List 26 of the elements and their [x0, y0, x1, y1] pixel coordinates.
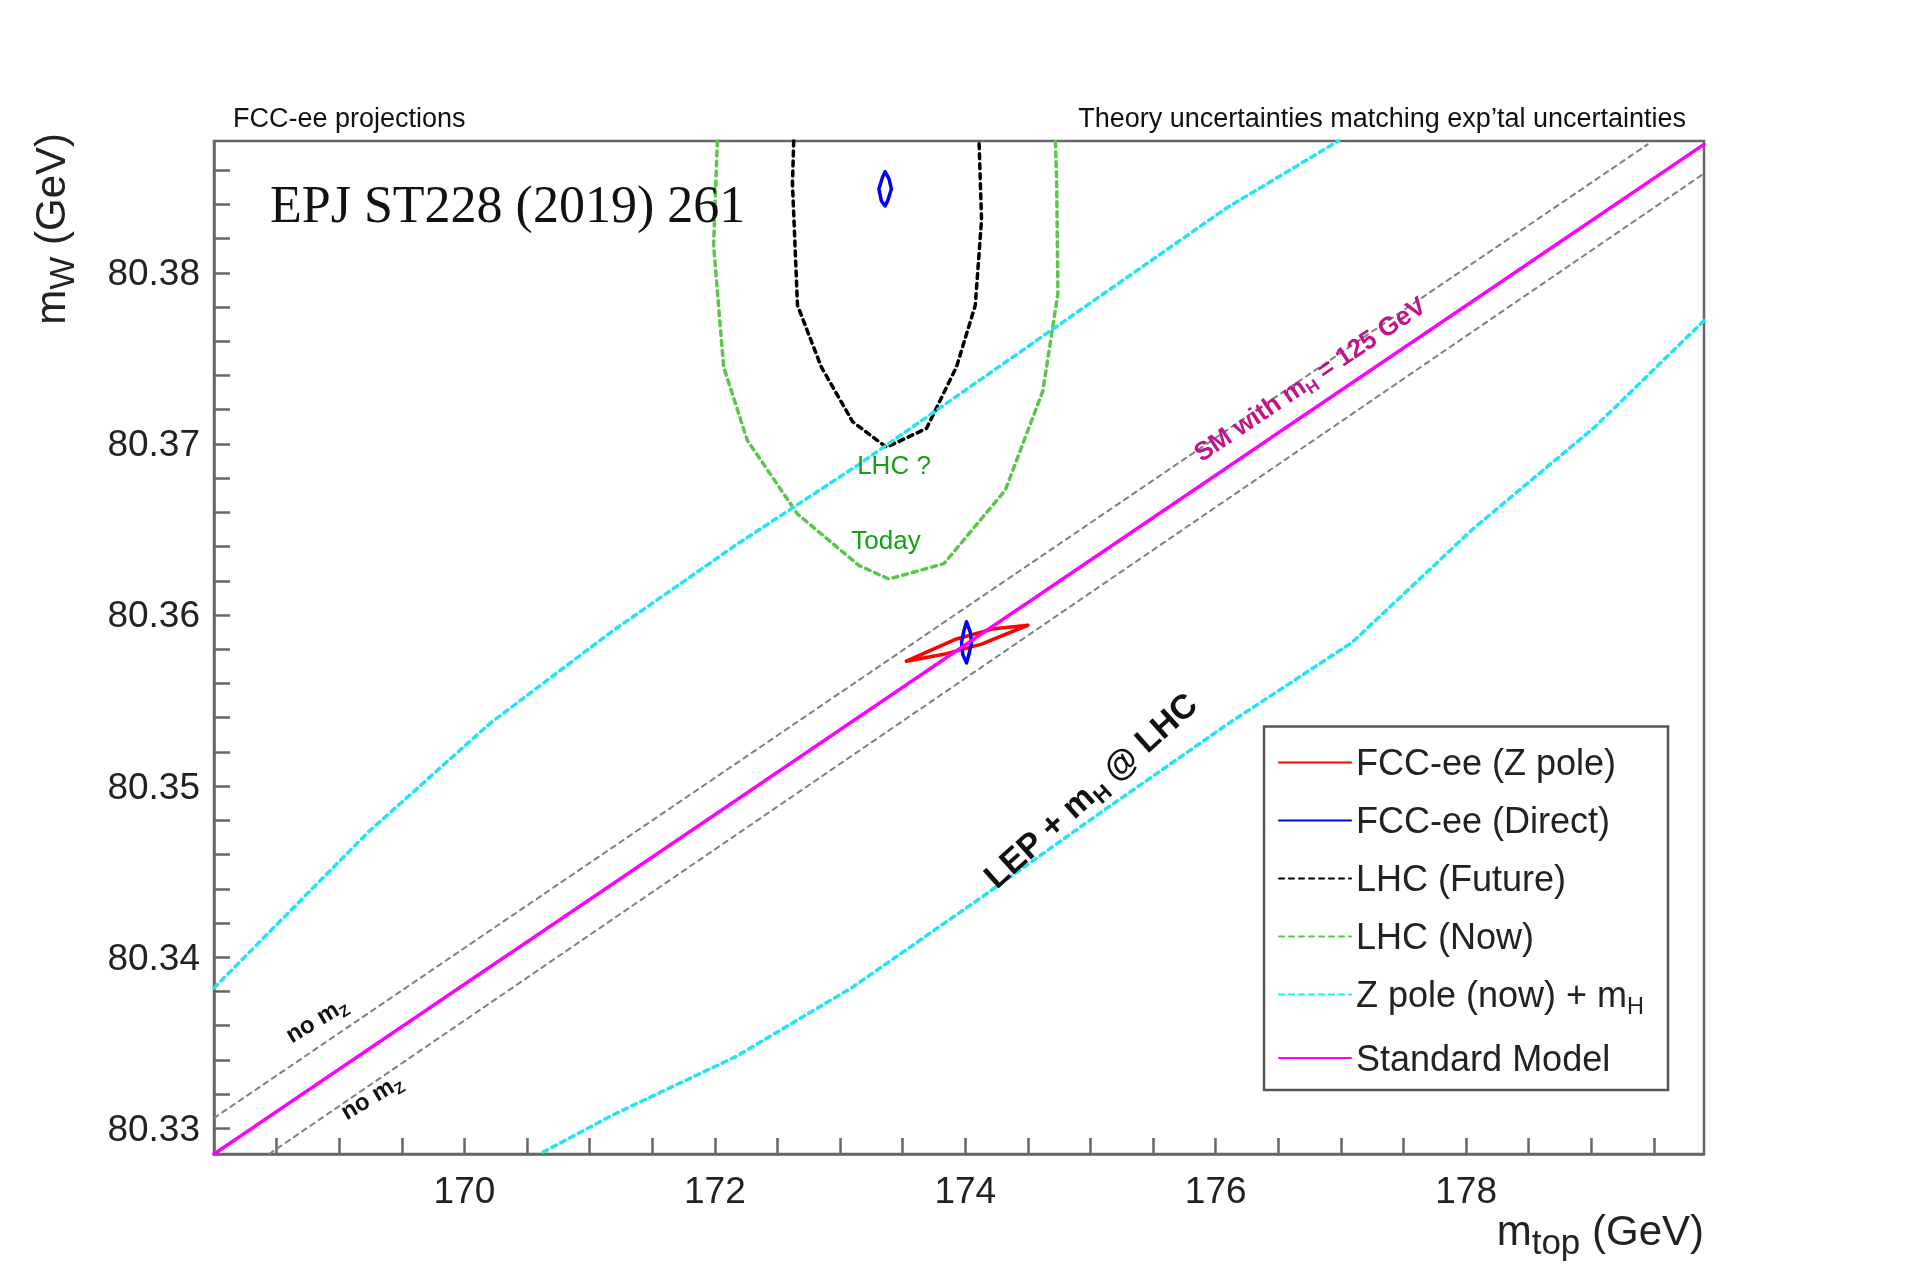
y-tick-label: 80.37: [107, 423, 200, 465]
y-tick-label: 80.34: [107, 936, 200, 978]
line-series: [790, 139, 984, 450]
y-tick-label: 80.36: [107, 594, 200, 636]
x-tick-label: 170: [433, 1170, 496, 1211]
x-tick-label: 178: [1435, 1170, 1497, 1211]
annotation: LHC ?: [857, 450, 931, 480]
legend-label: LHC (Future): [1356, 858, 1567, 900]
legend-label: LHC (Now): [1356, 916, 1535, 958]
x-tick-label: 172: [683, 1170, 746, 1211]
text: FCC-ee projections: [233, 103, 466, 133]
annotation: no mZ: [335, 1072, 409, 1125]
x-axis-title: m$_{top}$ (GeV): [1496, 1207, 1704, 1262]
annotation: SM with mH = 125 GeV: [1188, 289, 1432, 468]
x-tick-label: 174: [934, 1170, 997, 1211]
y-tick-label: 80.33: [107, 1107, 200, 1149]
annotation: EPJ ST228 (2019) 261: [270, 175, 746, 234]
legend-label: FCC-ee (Z pole): [1356, 742, 1617, 784]
annotation: no mZ: [280, 995, 354, 1048]
y-tick-label: 80.38: [107, 252, 200, 294]
legend-label: FCC-ee (Direct): [1356, 800, 1611, 842]
annotation: Today: [851, 525, 921, 555]
legend-label: Standard Model: [1356, 1037, 1611, 1079]
text: Theory uncertainties matching exp’tal uncertainties: [1078, 103, 1686, 133]
x-tick-label: 176: [1184, 1170, 1247, 1211]
y-tick-label: 80.35: [107, 765, 200, 807]
